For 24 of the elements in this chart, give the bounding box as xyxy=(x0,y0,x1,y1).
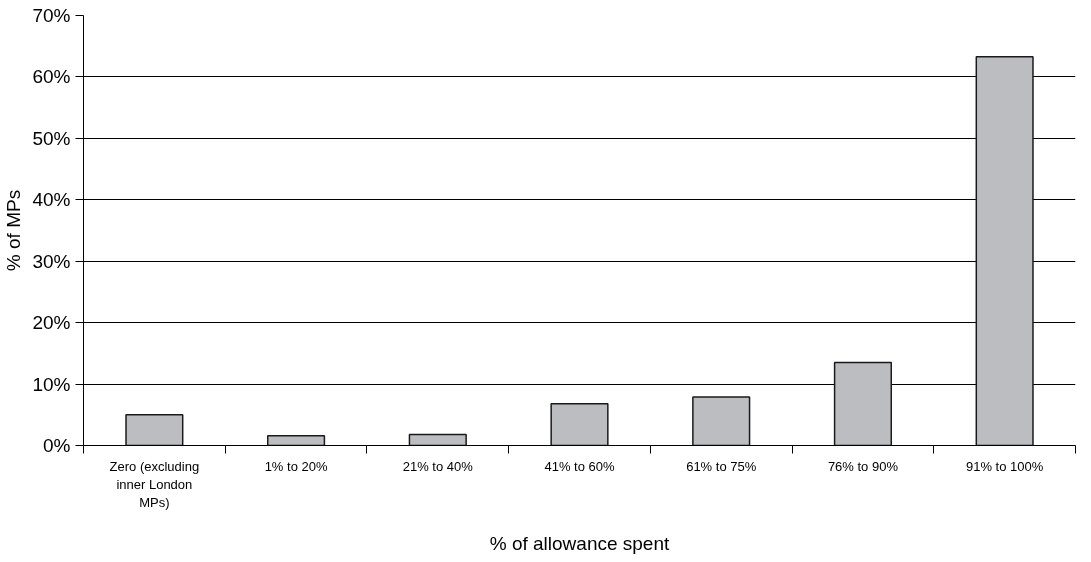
bar xyxy=(692,396,751,446)
bar xyxy=(266,434,326,446)
x-tick-label: 41% to 60% xyxy=(544,458,615,474)
y-tick-label: 0% xyxy=(43,435,71,456)
y-axis-title: % of MPs xyxy=(3,189,25,272)
y-tick-label: 60% xyxy=(32,66,71,88)
x-axis-title: % of allowance spent xyxy=(489,532,670,554)
y-tick-label: 40% xyxy=(32,189,71,211)
bar xyxy=(125,414,184,446)
y-tick-label: 70% xyxy=(32,5,71,26)
bar xyxy=(550,402,609,446)
bar xyxy=(833,361,893,446)
x-tick-label: Zero (excluding inner London MPs) xyxy=(109,458,200,510)
x-tick-label: 91% to 100% xyxy=(965,458,1044,474)
y-tick-label: 50% xyxy=(32,127,71,149)
y-tick-label: 10% xyxy=(32,373,71,395)
x-tick-label: 1% to 20% xyxy=(264,458,328,474)
y-tick-label: 30% xyxy=(32,250,71,272)
bar xyxy=(408,433,467,446)
y-tick-label: 20% xyxy=(32,312,71,334)
x-tick-label: 21% to 40% xyxy=(402,458,474,474)
x-tick-label: 61% to 75% xyxy=(686,458,757,474)
bar xyxy=(975,55,1034,446)
x-tick-label: 76% to 90% xyxy=(827,458,899,474)
